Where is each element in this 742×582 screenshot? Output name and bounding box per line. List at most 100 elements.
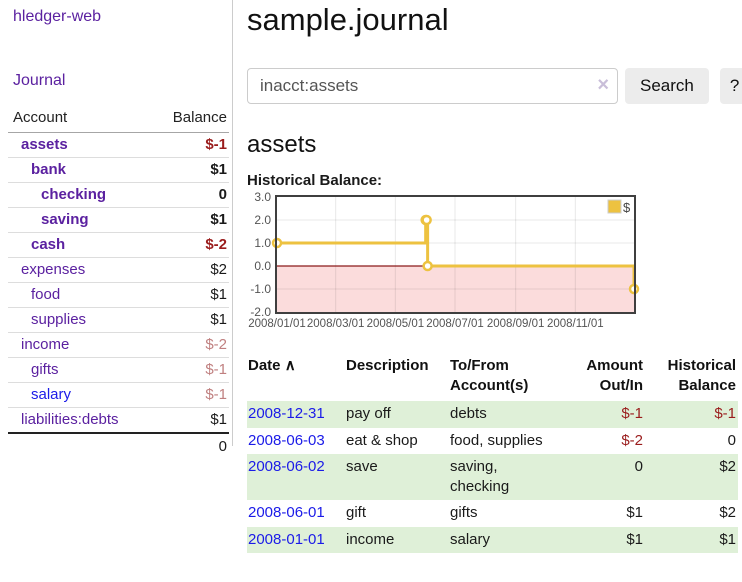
transaction-date-link[interactable]: 2008-06-01 xyxy=(248,504,325,521)
transaction-accounts: saving, checking xyxy=(450,458,510,495)
account-link[interactable]: gifts xyxy=(31,361,59,378)
search-bar: × Search ? xyxy=(247,68,742,104)
accounts-total-spacer xyxy=(8,432,150,459)
transaction-balance: 0 xyxy=(727,431,736,449)
transaction-balance: $1 xyxy=(719,530,736,548)
accounts-total-row: 0 xyxy=(8,432,229,459)
x-axis-tick-label: 2008/11/01 xyxy=(547,318,604,330)
transaction-date-link[interactable]: 2008-06-02 xyxy=(248,458,325,475)
sidebar-item-journal[interactable]: Journal xyxy=(13,72,66,89)
transaction-description: save xyxy=(346,458,378,475)
sidebar: hledger-web Journal Account Balance asse… xyxy=(0,0,233,459)
y-axis-tick-label: 3.0 xyxy=(254,192,271,204)
help-button[interactable]: ? xyxy=(719,68,742,104)
account-balance: $1 xyxy=(150,207,229,233)
account-row: expenses $2 xyxy=(8,257,229,283)
x-axis-tick-label: 2008/05/01 xyxy=(367,318,425,330)
transaction-row: 2008-01-01 income salary $1 $1 xyxy=(247,526,738,553)
transaction-row: 2008-12-31 pay off debts $-1 $-1 xyxy=(247,401,738,428)
transaction-description: eat & shop xyxy=(346,431,418,449)
accounts-table: Account Balance assets $-1 bank $1 checking 0… xyxy=(8,106,229,459)
transaction-row: 2008-06-02 save saving, checking 0 $2 xyxy=(247,454,738,500)
x-axis-tick-label: 2008/09/01 xyxy=(487,318,545,330)
app-brand-link[interactable]: hledger-web xyxy=(13,8,102,25)
account-balance: $-1 xyxy=(150,357,229,383)
account-heading: assets xyxy=(247,131,317,158)
account-link[interactable]: salary xyxy=(31,386,72,403)
account-link[interactable]: supplies xyxy=(31,311,87,328)
account-balance: $-1 xyxy=(150,382,229,408)
transaction-balance: $2 xyxy=(719,458,736,475)
register-table: Date ∧ Description To/From Account(s) Am… xyxy=(247,354,738,553)
transaction-row: 2008-06-01 gift gifts $1 $2 xyxy=(247,500,738,527)
x-axis-tick-label: 2008/01/01 xyxy=(248,318,306,330)
account-balance: $-2 xyxy=(150,332,229,358)
transaction-amount: 0 xyxy=(634,458,643,475)
account-row: gifts $-1 xyxy=(8,357,229,383)
transaction-balance: $2 xyxy=(719,504,736,521)
plot-border xyxy=(275,195,636,314)
clear-search-icon[interactable]: × xyxy=(597,74,609,96)
register-date-sort-header[interactable]: Date ∧ xyxy=(248,357,296,374)
transaction-accounts: salary xyxy=(450,530,491,548)
register-header-balance: Historical Balance xyxy=(667,357,736,394)
transaction-date-link[interactable]: 2008-06-03 xyxy=(248,431,325,449)
x-axis-tick-label: 2008/03/01 xyxy=(307,318,365,330)
negative-region xyxy=(277,266,634,312)
data-point-marker[interactable] xyxy=(422,260,433,272)
account-link[interactable]: checking xyxy=(41,186,107,203)
transaction-accounts: debts xyxy=(450,405,487,422)
search-input[interactable] xyxy=(247,68,618,104)
account-link[interactable]: liabilities:debts xyxy=(21,411,119,428)
x-axis-tick-label: 2008/07/01 xyxy=(426,318,484,330)
chart-title: Historical Balance: xyxy=(247,172,383,189)
account-row: income $-2 xyxy=(8,332,229,358)
account-balance: $2 xyxy=(150,257,229,283)
register-header-description: Description xyxy=(346,357,429,374)
account-balance: $1 xyxy=(150,282,229,308)
transaction-accounts: food, supplies xyxy=(450,431,543,449)
data-point-marker[interactable] xyxy=(421,214,432,226)
accounts-header-account: Account xyxy=(8,106,150,133)
account-balance: $1 xyxy=(150,157,229,183)
accounts-header-balance: Balance xyxy=(150,106,229,133)
register-header-amount: Amount Out/In xyxy=(586,357,643,394)
transaction-description: gift xyxy=(346,504,367,521)
transaction-date-link[interactable]: 2008-12-31 xyxy=(248,405,325,422)
register-header-row: Date ∧ Description To/From Account(s) Am… xyxy=(247,354,738,401)
account-row: bank $1 xyxy=(8,157,229,183)
transaction-date-link[interactable]: 2008-01-01 xyxy=(248,530,325,548)
legend-label: $ xyxy=(623,200,631,215)
transaction-amount: $-1 xyxy=(621,405,643,422)
transaction-description: income xyxy=(346,530,395,548)
account-link[interactable]: bank xyxy=(31,161,67,178)
account-row: saving $1 xyxy=(8,207,229,233)
main-content: sample.journal × Search ? assets Histori… xyxy=(247,0,742,553)
account-link[interactable]: saving xyxy=(41,211,89,228)
transaction-balance: $-1 xyxy=(714,405,736,422)
account-balance: 0 xyxy=(150,182,229,208)
account-row: liabilities:debts $1 xyxy=(8,408,229,434)
account-row: cash $-2 xyxy=(8,232,229,258)
y-axis-tick-label: -1.0 xyxy=(250,282,271,296)
account-balance: $-2 xyxy=(150,232,229,258)
account-link[interactable]: expenses xyxy=(21,261,86,278)
search-button[interactable]: Search xyxy=(625,68,709,104)
account-row: assets $-1 xyxy=(8,132,229,158)
page-title: sample.journal xyxy=(247,2,449,37)
account-row: salary $-1 xyxy=(8,382,229,408)
transaction-row: 2008-06-03 eat & shop food, supplies $-2 0 xyxy=(247,428,738,455)
account-link[interactable]: cash xyxy=(31,236,66,253)
transaction-description: pay off xyxy=(346,405,391,422)
account-link[interactable]: assets xyxy=(21,136,68,153)
transaction-accounts: gifts xyxy=(450,504,478,521)
transaction-amount: $1 xyxy=(626,530,643,548)
account-link[interactable]: income xyxy=(21,336,70,353)
account-balance: $1 xyxy=(210,411,227,428)
sort-up-icon: ∧ xyxy=(284,357,296,374)
register-header-tofrom: To/From Account(s) xyxy=(450,357,529,394)
accounts-table-header: Account Balance xyxy=(8,106,229,133)
accounts-total-value: 0 xyxy=(150,432,229,459)
account-link[interactable]: food xyxy=(31,286,61,303)
